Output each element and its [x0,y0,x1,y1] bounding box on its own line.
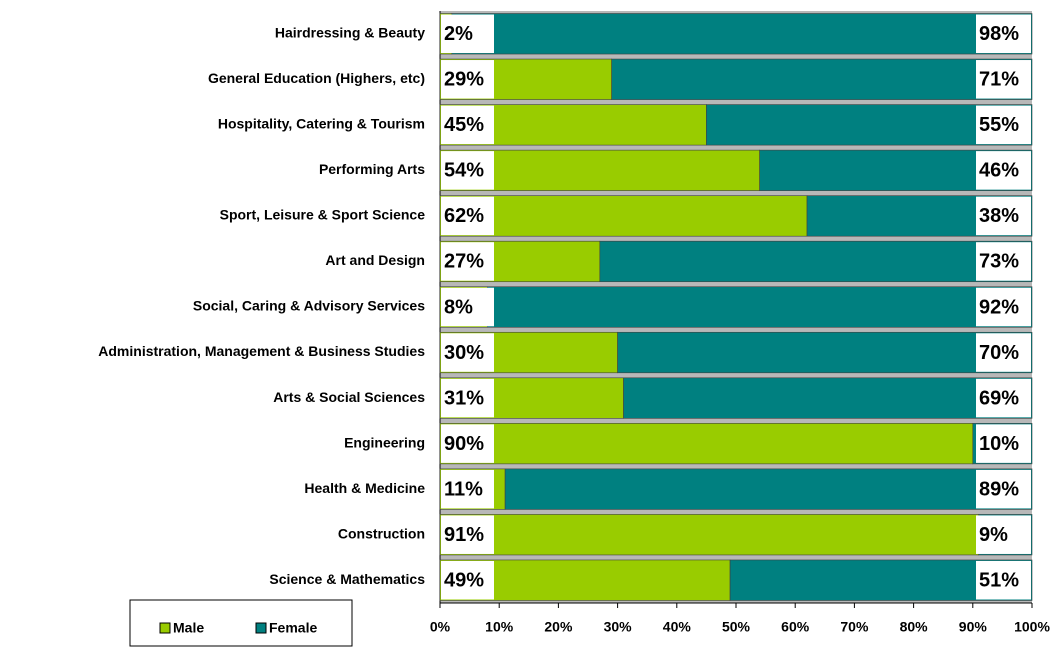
value-label: 31% [444,387,484,409]
value-label-box [976,378,1031,418]
value-label-box [976,14,1031,54]
value-label: 69% [979,387,1019,409]
bar-segment [451,13,1033,55]
bar-segment [623,377,1033,419]
value-label: 10% [979,433,1019,455]
category-label: Sport, Leisure & Sport Science [220,207,426,223]
value-label-box [976,242,1031,281]
value-label: 73% [979,251,1019,273]
value-label-box [976,60,1031,99]
value-label-box [441,424,494,463]
value-label-box [441,378,494,418]
bar-segment [504,468,1033,510]
value-label: 51% [979,570,1019,592]
value-label: 55% [979,114,1019,136]
legend-label: Female [269,620,317,636]
value-label-box [976,287,1031,327]
value-label-box [441,515,494,554]
category-label: Hospitality, Catering & Tourism [218,116,425,132]
value-label: 45% [444,114,484,136]
x-tick-label: 10% [485,619,514,635]
value-label-box [441,287,494,327]
category-label: Construction [338,525,425,541]
value-label: 92% [979,296,1019,318]
bar-segment [617,331,1033,374]
value-label: 46% [979,160,1019,182]
category-label: Health & Medicine [304,480,425,496]
value-label-box [976,424,1031,463]
value-label: 62% [444,205,484,227]
value-label-box [976,196,1031,236]
value-label-box [441,60,494,99]
category-label: Administration, Management & Business St… [98,343,425,359]
bar-segment [611,58,1033,100]
x-tick-label: 0% [430,619,451,635]
category-label: Performing Arts [319,161,425,177]
legend-label: Male [173,620,204,636]
x-tick-label: 30% [604,619,633,635]
legend-swatch [255,622,267,634]
category-label: General Education (Highers, etc) [208,70,425,86]
value-label-box [441,151,494,190]
value-label-box [441,333,494,372]
category-label: Hairdressing & Beauty [275,24,425,40]
value-label: 38% [979,205,1019,227]
value-label-box [441,469,494,509]
value-label-box [976,333,1031,372]
value-label-box [976,469,1031,509]
value-label: 30% [444,342,484,364]
value-label: 70% [979,342,1019,364]
value-label: 8% [444,296,473,318]
x-tick-label: 20% [544,619,573,635]
value-label-box [441,560,494,600]
value-label-box [976,105,1031,145]
x-tick-label: 40% [663,619,692,635]
value-label: 71% [979,69,1019,91]
value-label: 89% [979,478,1019,500]
x-tick-label: 50% [722,619,751,635]
x-tick-label: 90% [959,619,988,635]
value-label: 98% [979,23,1019,45]
category-label: Arts & Social Sciences [273,389,425,405]
value-label-box [976,151,1031,190]
value-label: 91% [444,524,484,546]
value-label: 27% [444,251,484,273]
x-tick-label: 70% [840,619,869,635]
category-label: Engineering [344,434,425,450]
value-label: 9% [979,524,1008,546]
value-label-box [441,242,494,281]
legend-swatch [159,622,171,634]
x-tick-label: 60% [781,619,810,635]
value-label: 54% [444,160,484,182]
value-label-box [976,515,1031,554]
category-label: Science & Mathematics [269,571,425,587]
value-label-box [441,196,494,236]
value-label-box [976,560,1031,600]
x-tick-label: 80% [900,619,929,635]
bar-segment [439,195,808,237]
bar-segment [439,514,980,556]
x-tick-label: 100% [1014,619,1050,635]
category-label: Art and Design [325,252,425,268]
bar-segment [487,286,1033,328]
value-label-box [441,14,494,54]
value-label: 90% [444,433,484,455]
bar-segment [599,240,1033,283]
value-label: 2% [444,23,473,45]
category-label: Social, Caring & Advisory Services [193,298,425,314]
value-label-box [441,105,494,145]
bar-segment [439,423,974,465]
value-label: 49% [444,570,484,592]
value-label: 11% [444,478,483,500]
value-label: 29% [444,69,484,91]
